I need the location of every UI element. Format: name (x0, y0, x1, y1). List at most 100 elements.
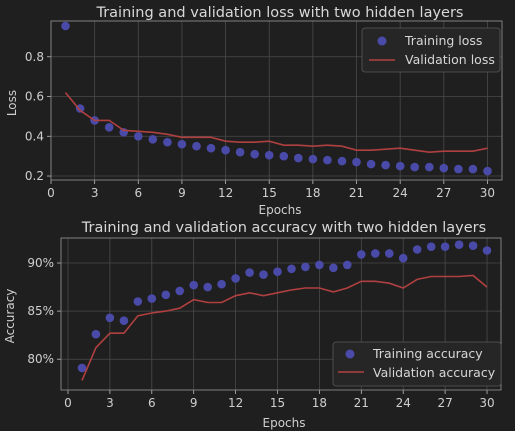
accuracy-x-tick-label: 24 (396, 396, 411, 410)
validation-accuracy-line (81, 274, 488, 381)
training-accuracy-point (189, 280, 198, 290)
legend-validation-loss-label: Validation loss (405, 52, 495, 67)
accuracy-x-tick-label: 0 (64, 396, 72, 410)
training-loss-point (192, 141, 201, 151)
accuracy-x-tick-label: 21 (354, 396, 369, 410)
training-loss-point (323, 155, 332, 165)
accuracy-x-tick-label: 15 (270, 396, 285, 410)
legend-training-loss-marker (377, 36, 387, 46)
loss-x-tick-label: 0 (47, 186, 55, 200)
loss-x-tick-label: 3 (91, 186, 99, 200)
training-accuracy-point (161, 290, 171, 300)
training-loss-point (264, 150, 274, 160)
validation-loss-line (64, 92, 488, 154)
training-accuracy-point (329, 263, 338, 273)
accuracy-legend: Training accuracy Validation accuracy (332, 341, 502, 387)
legend-training-accuracy-label: Training accuracy (372, 346, 483, 361)
training-loss-point (410, 162, 420, 172)
loss-x-tick-label: 15 (262, 186, 277, 200)
loss-x-tick-label: 18 (305, 186, 320, 200)
training-loss-point (366, 159, 376, 169)
loss-chart-title: Training and validation loss with two hi… (95, 5, 463, 21)
training-accuracy-point (147, 294, 157, 303)
accuracy-x-axis-label: Epochs (263, 416, 306, 430)
legend-training-loss-label: Training loss (404, 33, 482, 48)
accuracy-x-tick-label: 9 (190, 396, 198, 410)
training-loss-point (483, 166, 492, 176)
training-accuracy-point (77, 363, 87, 373)
accuracy-y-tick-label: 80% (27, 352, 54, 366)
training-accuracy-point (133, 297, 143, 306)
training-accuracy-point (231, 274, 240, 283)
loss-legend: Training loss Validation loss (361, 27, 501, 73)
training-loss-point (425, 162, 434, 172)
training-loss-point (250, 149, 259, 159)
loss-legend-box (361, 27, 501, 73)
training-accuracy-point (385, 249, 394, 258)
training-accuracy-point (412, 245, 422, 254)
legend-validation-accuracy-label: Validation accuracy (373, 365, 496, 380)
training-loss-point (337, 156, 347, 166)
training-accuracy-point (315, 260, 324, 270)
training-accuracy-point (259, 270, 268, 279)
loss-x-tick-label: 30 (480, 186, 495, 200)
training-loss-point (134, 132, 143, 141)
loss-y-axis-label: Loss (5, 90, 19, 116)
accuracy-y-tick-label: 90% (27, 256, 54, 270)
loss-x-axis-label: Epochs (259, 203, 302, 217)
training-loss-point (104, 123, 114, 132)
loss-y-tick-label: 0.6 (25, 90, 44, 104)
training-loss-point (395, 161, 405, 171)
training-accuracy-point (301, 262, 310, 272)
loss-axes-frame (50, 20, 503, 181)
training-accuracy-point (398, 253, 408, 263)
training-accuracy-point (175, 286, 184, 296)
loss-x-tick-label: 24 (393, 186, 408, 200)
training-loss-point (177, 139, 187, 149)
loss-y-tick-label: 0.4 (25, 129, 44, 143)
loss-y-tick-label: 0.8 (25, 50, 44, 64)
training-loss-point (119, 128, 128, 137)
training-loss-point (454, 164, 463, 174)
training-accuracy-point (105, 313, 115, 323)
training-loss-point (352, 157, 361, 167)
training-loss-point (279, 151, 289, 161)
training-loss-point (381, 160, 390, 170)
training-accuracy-point (371, 249, 380, 258)
training-loss-point (294, 153, 303, 163)
training-loss-point (221, 145, 230, 155)
training-accuracy-point (287, 264, 296, 274)
training-loss-point (163, 137, 172, 147)
accuracy-x-tick-label: 3 (106, 396, 114, 410)
training-accuracy-point (468, 241, 478, 250)
training-accuracy-point (454, 240, 464, 249)
training-accuracy-point (203, 282, 212, 292)
accuracy-x-tick-label: 27 (437, 396, 452, 410)
accuracy-axes-frame (60, 237, 502, 391)
loss-x-tick-label: 9 (178, 186, 186, 200)
loss-x-tick-label: 21 (349, 186, 364, 200)
training-accuracy-point (482, 246, 492, 255)
loss-x-tick-label: 12 (218, 186, 233, 200)
training-loss-point (148, 135, 158, 144)
accuracy-x-tick-label: 12 (228, 396, 243, 410)
training-accuracy-point (273, 267, 282, 277)
loss-y-tick-label: 0.2 (25, 169, 44, 183)
training-accuracy-point (217, 279, 226, 289)
accuracy-y-axis-label: Accuracy (3, 289, 17, 344)
training-loss-point (206, 143, 216, 153)
training-loss-point (468, 164, 478, 174)
training-accuracy-point (119, 316, 129, 326)
training-loss-point (75, 104, 85, 113)
training-loss-point (235, 147, 245, 157)
training-accuracy-point (343, 260, 352, 270)
accuracy-chart: Training and validation accuracy with tw… (3, 220, 502, 430)
loss-x-tick-label: 27 (436, 186, 451, 200)
training-accuracy-point (440, 242, 450, 251)
training-accuracy-point (91, 329, 101, 339)
legend-training-accuracy-marker (345, 349, 355, 359)
loss-chart: Training and validation loss with two hi… (5, 5, 503, 217)
accuracy-y-tick-label: 85% (27, 304, 54, 318)
accuracy-legend-box (332, 341, 502, 387)
